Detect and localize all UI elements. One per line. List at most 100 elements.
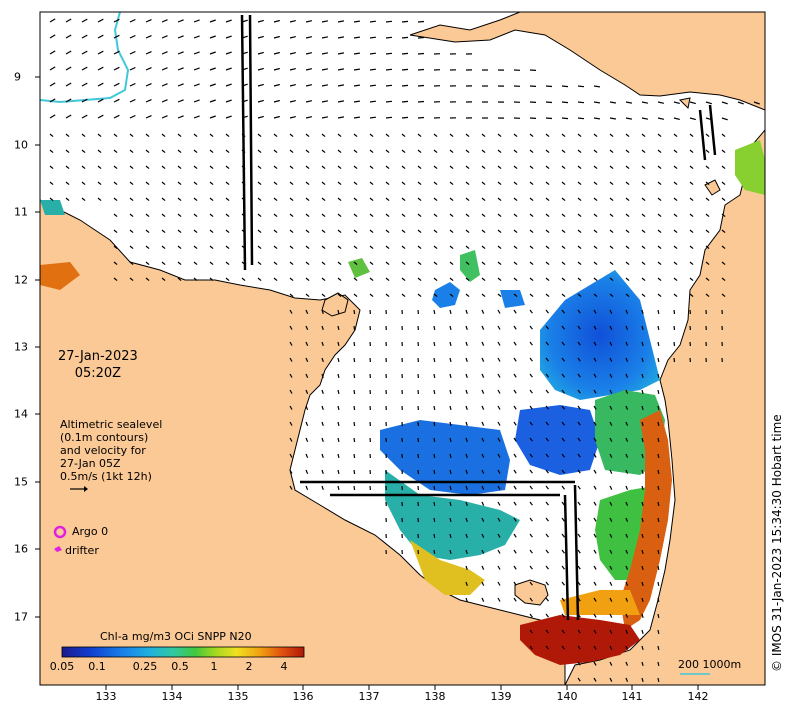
velocity-arrow	[417, 116, 425, 119]
velocity-arrow	[641, 405, 644, 410]
velocity-arrow	[209, 67, 216, 71]
velocity-arrow	[545, 197, 550, 202]
velocity-arrow	[209, 181, 214, 186]
velocity-arrow	[641, 197, 646, 202]
velocity-arrow	[129, 197, 134, 202]
velocity-arrow	[433, 469, 436, 475]
velocity-arrow	[257, 277, 262, 282]
velocity-arrow	[321, 68, 329, 71]
velocity-arrow	[545, 485, 549, 490]
velocity-arrow	[497, 549, 501, 554]
velocity-arrow	[625, 229, 630, 234]
velocity-arrow	[529, 165, 534, 170]
x-tick-label: 139	[490, 690, 512, 703]
velocity-arrow	[401, 84, 409, 87]
velocity-arrow	[529, 277, 534, 282]
velocity-arrow	[225, 83, 232, 87]
velocity-arrow	[81, 114, 88, 119]
velocity-arrow	[273, 133, 278, 138]
velocity-arrow	[529, 197, 534, 202]
velocity-arrow	[289, 181, 294, 186]
velocity-arrow	[497, 309, 501, 314]
velocity-arrow	[641, 645, 644, 650]
velocity-arrow	[577, 117, 585, 120]
velocity-arrow	[481, 341, 485, 346]
velocity-arrow	[545, 581, 549, 586]
velocity-arrow	[625, 389, 629, 394]
velocity-arrow	[625, 325, 629, 330]
velocity-arrow	[385, 36, 393, 39]
velocity-arrow	[305, 197, 310, 202]
velocity-arrow	[353, 181, 358, 186]
velocity-arrow	[193, 99, 200, 103]
plot-frame	[39, 11, 766, 686]
velocity-arrow	[97, 114, 104, 119]
velocity-arrow	[353, 469, 356, 475]
velocity-arrow	[673, 261, 678, 266]
velocity-arrow	[481, 549, 485, 554]
velocity-arrow	[625, 213, 630, 218]
velocity-arrow	[449, 309, 452, 315]
velocity-arrow	[625, 581, 629, 586]
velocity-arrow	[577, 629, 581, 634]
velocity-arrow	[113, 50, 120, 55]
velocity-arrow	[625, 149, 630, 154]
velocity-arrow	[177, 277, 182, 282]
velocity-arrow	[529, 309, 533, 314]
velocity-arrow	[129, 277, 134, 282]
velocity-arrow	[657, 581, 660, 587]
colorbar-tick: 1	[210, 660, 218, 673]
velocity-arrow	[289, 485, 293, 490]
velocity-arrow	[193, 197, 198, 202]
velocity-arrow	[145, 99, 152, 103]
velocity-arrow	[465, 293, 470, 298]
velocity-arrow	[225, 67, 232, 71]
velocity-arrow	[81, 133, 86, 138]
velocity-arrow	[337, 229, 342, 234]
velocity-arrow	[225, 229, 230, 234]
velocity-arrow	[401, 245, 406, 250]
velocity-arrow	[257, 213, 262, 218]
velocity-arrow	[545, 549, 549, 554]
velocity-arrow	[257, 115, 264, 119]
velocity-arrow	[609, 565, 613, 570]
velocity-arrow	[689, 117, 696, 121]
velocity-arrow	[81, 149, 86, 154]
velocity-arrow	[209, 35, 216, 39]
velocity-arrow	[449, 549, 452, 555]
velocity-arrow	[593, 293, 598, 298]
velocity-arrow	[577, 325, 581, 330]
velocity-arrow	[129, 82, 136, 87]
velocity-arrow	[513, 197, 518, 202]
velocity-arrow	[401, 68, 409, 71]
velocity-arrow	[481, 533, 485, 538]
velocity-arrow	[129, 245, 134, 250]
velocity-arrow	[641, 389, 644, 394]
velocity-arrow	[625, 453, 629, 458]
velocity-arrow	[673, 245, 678, 250]
velocity-arrow	[657, 357, 660, 363]
velocity-arrow	[673, 165, 678, 170]
velocity-arrow	[641, 245, 646, 250]
velocity-arrow	[129, 133, 134, 138]
velocity-arrow	[657, 245, 662, 250]
velocity-arrow	[337, 405, 340, 411]
velocity-arrow	[209, 19, 216, 23]
velocity-arrow	[577, 277, 582, 282]
velocity-arrow	[273, 245, 278, 250]
velocity-arrow	[497, 581, 501, 586]
velocity-arrow	[657, 533, 660, 539]
velocity-arrow	[113, 114, 120, 119]
velocity-arrow	[385, 229, 390, 234]
velocity-arrow	[657, 213, 662, 218]
velocity-arrow	[321, 20, 329, 23]
velocity-arrow	[289, 116, 296, 119]
velocity-arrow	[705, 261, 710, 266]
x-tick-label: 133	[95, 690, 117, 703]
velocity-arrow	[161, 67, 168, 71]
velocity-arrow	[113, 82, 120, 87]
velocity-arrow	[433, 197, 438, 202]
velocity-arrow	[513, 597, 517, 602]
velocity-arrow	[401, 293, 406, 298]
velocity-arrow	[273, 229, 278, 234]
